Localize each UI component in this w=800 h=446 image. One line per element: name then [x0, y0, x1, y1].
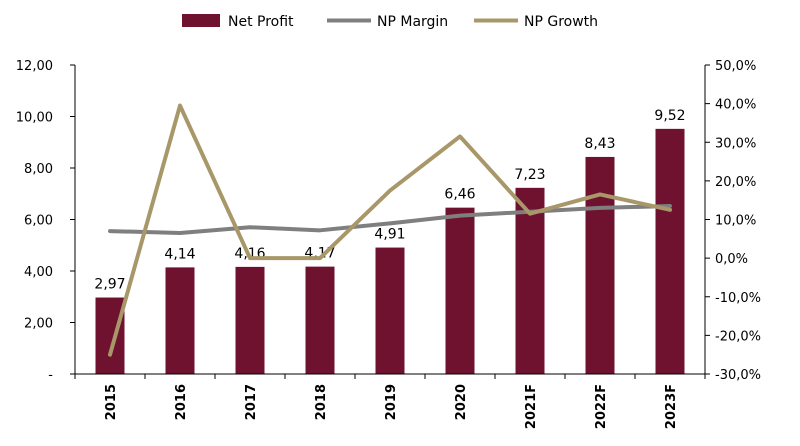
bar-series [95, 128, 685, 374]
left-tick-label: 12,00 [16, 59, 53, 74]
left-tick-label: - [48, 368, 53, 383]
right-tick-label: 10,0% [715, 214, 756, 229]
right-tick-label: 50,0% [715, 59, 756, 74]
right-tick-label: 30,0% [715, 136, 756, 151]
np-margin-line [108, 203, 672, 236]
np-growth-line [108, 103, 672, 357]
left-tick-label: 10,00 [16, 111, 53, 126]
right-tick-label: -20,0% [715, 329, 761, 344]
x-tick-label: 2015 [104, 384, 119, 420]
net-profit-legend-label: Net Profit [228, 14, 294, 30]
net-profit-bar [515, 187, 545, 374]
net-profit-data-label: 7,23 [514, 167, 545, 183]
net-profit-bar [95, 297, 125, 374]
net-profit-bar [235, 266, 265, 374]
x-tick-label: 2023F [664, 384, 679, 429]
left-tick-label: 2,00 [24, 317, 53, 332]
x-tick-label: 2019 [384, 384, 399, 420]
net-profit-data-label: 4,14 [164, 246, 195, 262]
net-profit-bar [305, 266, 335, 374]
x-tick-label: 2022F [594, 384, 609, 429]
right-y-axis: -30,0% -20,0% -10,0% 0,0% 10,0% 20,0% 30,0% 40,… [704, 59, 761, 383]
net-profit-legend-swatch [182, 14, 220, 27]
left-tick-label: 4,00 [24, 265, 53, 280]
line-series [108, 103, 672, 357]
right-tick-label: -30,0% [715, 368, 761, 383]
left-tick-label: 8,00 [24, 162, 53, 177]
x-tick-label: 2020 [454, 384, 469, 420]
net-profit-data-label: 2,97 [94, 277, 125, 293]
np-margin-legend-label: NP Margin [377, 14, 448, 30]
x-tick-label: 2021F [524, 384, 539, 429]
right-tick-label: 40,0% [715, 98, 756, 113]
left-tick-label: 6,00 [24, 214, 53, 229]
right-tick-label: -10,0% [715, 291, 761, 306]
net-profit-bar [655, 128, 685, 374]
right-tick-label: 20,0% [715, 175, 756, 190]
net-profit-bar [375, 247, 405, 374]
net-profit-bar [585, 156, 615, 374]
right-tick-label: 0,0% [715, 252, 748, 267]
x-tick-label: 2017 [244, 384, 259, 420]
net-profit-data-label: 6,46 [444, 187, 475, 203]
x-tick-label: 2018 [314, 384, 329, 420]
net-profit-bar [165, 267, 195, 374]
x-tick-label: 2016 [174, 384, 189, 420]
net-profit-data-label: 4,91 [374, 227, 405, 243]
legend: Net Profit NP Margin NP Growth [182, 14, 598, 30]
net-profit-data-label: 9,52 [654, 108, 685, 124]
net-profit-bar [445, 207, 475, 374]
net-profit-data-label: 8,43 [584, 136, 615, 152]
left-y-axis: - 2,00 4,00 6,00 8,00 10,00 12,00 [16, 59, 76, 383]
np-growth-legend-label: NP Growth [524, 14, 598, 30]
x-axis: 2015 2016 2017 2018 2019 2020 2021F 2022F 2023F [74, 373, 706, 429]
